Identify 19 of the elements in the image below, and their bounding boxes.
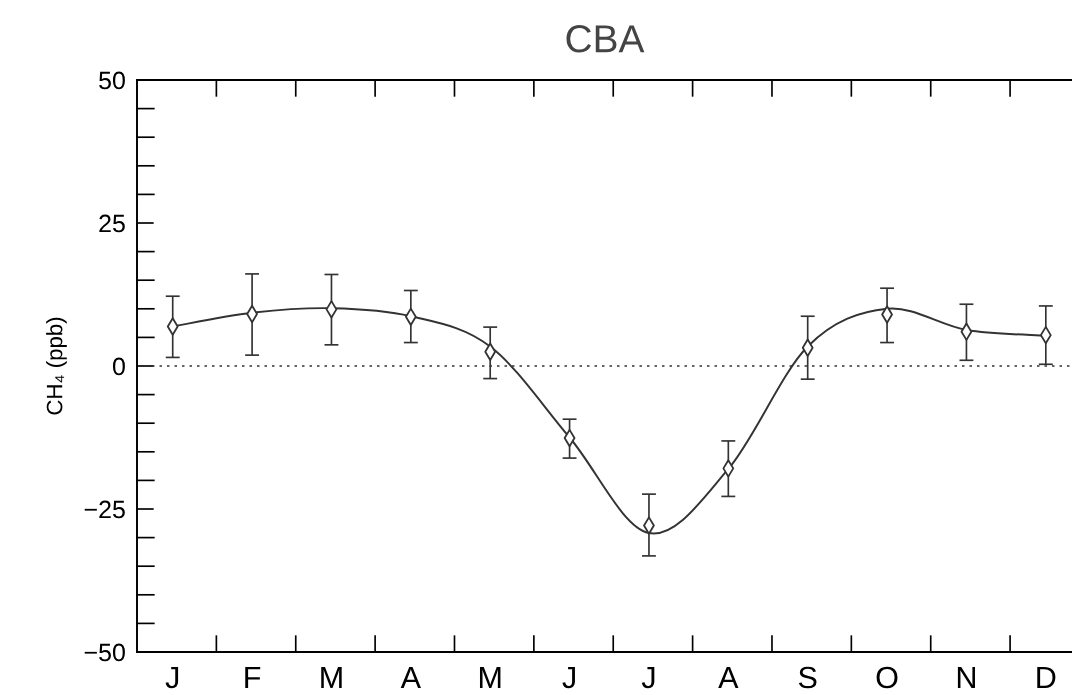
y-tick-label: 50 — [99, 71, 125, 90]
x-tick-label: J — [165, 667, 179, 689]
x-tick-label: S — [798, 666, 817, 689]
y-tick-label: 25 — [99, 214, 125, 233]
chart-title: CBA — [566, 25, 645, 53]
x-tick-label: M — [479, 667, 501, 689]
x-tick-label: M — [321, 667, 342, 689]
y-axis-title: CH₄ (ppb) — [46, 317, 67, 415]
y-tick-label: −50 — [84, 643, 125, 662]
x-tick-label: A — [718, 667, 739, 689]
x-tick-label: N — [957, 667, 975, 689]
x-tick-label: D — [1037, 667, 1056, 689]
y-tick-label: 0 — [112, 357, 125, 376]
x-tick-label: F — [245, 667, 261, 689]
x-tick-label: O — [876, 666, 898, 689]
x-tick-label: J — [562, 667, 575, 689]
x-tick-label: A — [400, 667, 421, 689]
x-tick-label: J — [641, 667, 655, 689]
y-tick-label: −25 — [84, 500, 125, 519]
